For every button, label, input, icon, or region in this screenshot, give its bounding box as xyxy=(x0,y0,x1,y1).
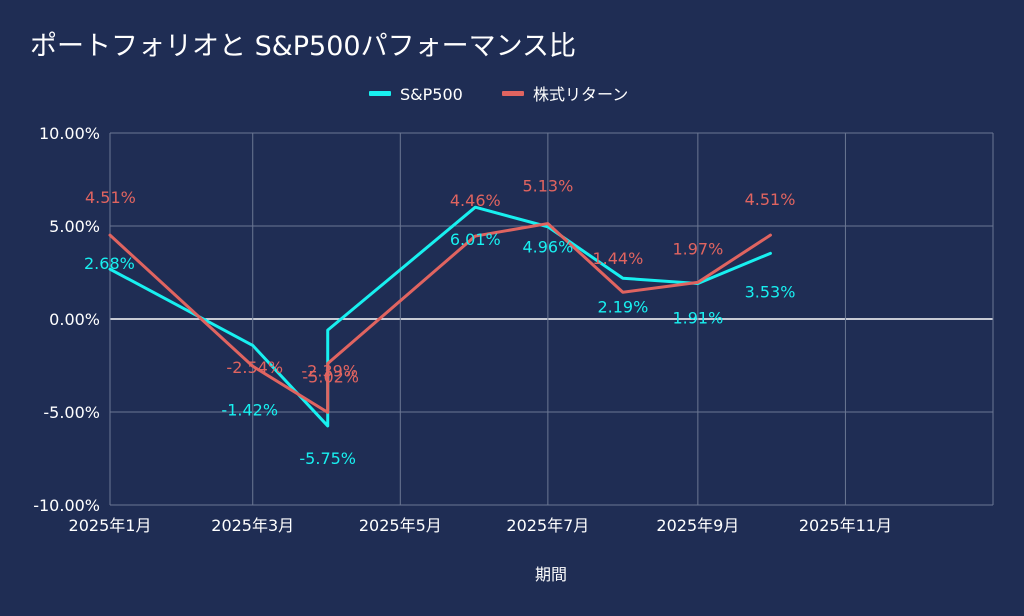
data-label-stock-return: -2.54% xyxy=(226,358,283,377)
y-axis: 10.00% 5.00% 0.00% -5.00% -10.00% xyxy=(33,124,100,515)
x-tick-label: 2025年11月 xyxy=(799,516,892,535)
data-label-sp500: 6.01% xyxy=(450,230,501,249)
series-line-sp500 xyxy=(108,205,772,428)
y-tick-label: 10.00% xyxy=(39,124,100,143)
data-label-sp500: 4.96% xyxy=(522,238,573,257)
x-tick-label: 2025年1月 xyxy=(69,516,152,535)
x-axis-title: 期間 xyxy=(535,565,567,584)
data-label-stock-return: -5.02% xyxy=(302,367,359,386)
data-label-sp500: 1.91% xyxy=(672,308,723,327)
data-label-stock-return: 4.46% xyxy=(450,191,501,210)
y-tick-label: -5.00% xyxy=(43,403,100,422)
data-label-sp500: -5.75% xyxy=(299,449,356,468)
data-label-stock-return: 1.44% xyxy=(592,249,643,268)
data-label-stock-return: -2.39% xyxy=(301,361,358,380)
x-axis: 2025年1月 2025年3月 2025年5月 2025年7月 2025年9月 2025年… xyxy=(69,516,892,535)
x-tick-label: 2025年3月 xyxy=(211,516,294,535)
legend-swatch-stock-return xyxy=(502,91,524,96)
x-tick-label: 2025年7月 xyxy=(506,516,589,535)
x-tick-label: 2025年5月 xyxy=(359,516,442,535)
data-labels: 2.68% -1.42% -5.75% 6.01% 4.96% 2.19% 1.91% 3.5… xyxy=(84,177,795,468)
legend: S&P500 株式リターン xyxy=(369,85,628,104)
x-tick-label: 2025年9月 xyxy=(656,516,739,535)
legend-label-sp500: S&P500 xyxy=(400,85,463,104)
y-tick-label: 5.00% xyxy=(49,217,100,236)
data-label-sp500: 2.68% xyxy=(84,254,135,273)
legend-label-stock-return: 株式リターン xyxy=(533,85,628,104)
data-label-stock-return: 4.51% xyxy=(745,190,796,209)
grid xyxy=(109,132,994,506)
y-tick-label: -10.00% xyxy=(33,496,100,515)
data-label-sp500: -1.42% xyxy=(221,400,278,419)
data-label-stock-return: 5.13% xyxy=(522,177,573,196)
series-line-stock-return xyxy=(108,222,772,414)
series-layer xyxy=(108,205,772,428)
data-label-sp500: 2.19% xyxy=(597,297,648,316)
data-label-sp500: 3.53% xyxy=(745,282,796,301)
legend-swatch-sp500 xyxy=(369,91,391,96)
y-tick-label: 0.00% xyxy=(49,310,100,329)
chart-title: ポートフォリオと S&P500パフォーマンス比 xyxy=(30,31,576,62)
data-label-stock-return: 4.51% xyxy=(85,188,136,207)
data-label-stock-return: 1.97% xyxy=(672,239,723,258)
